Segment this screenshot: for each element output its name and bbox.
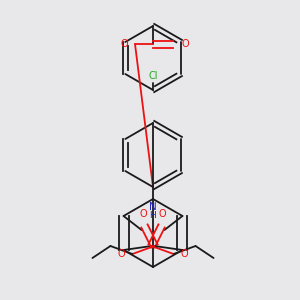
Text: O: O [118,249,125,259]
Text: O: O [159,209,167,219]
Text: O: O [181,249,188,259]
Text: O: O [120,39,128,49]
Text: N: N [149,202,157,212]
Text: Cl: Cl [148,71,158,81]
Text: O: O [140,209,147,219]
Text: H: H [150,211,156,220]
Text: O: O [181,39,189,49]
